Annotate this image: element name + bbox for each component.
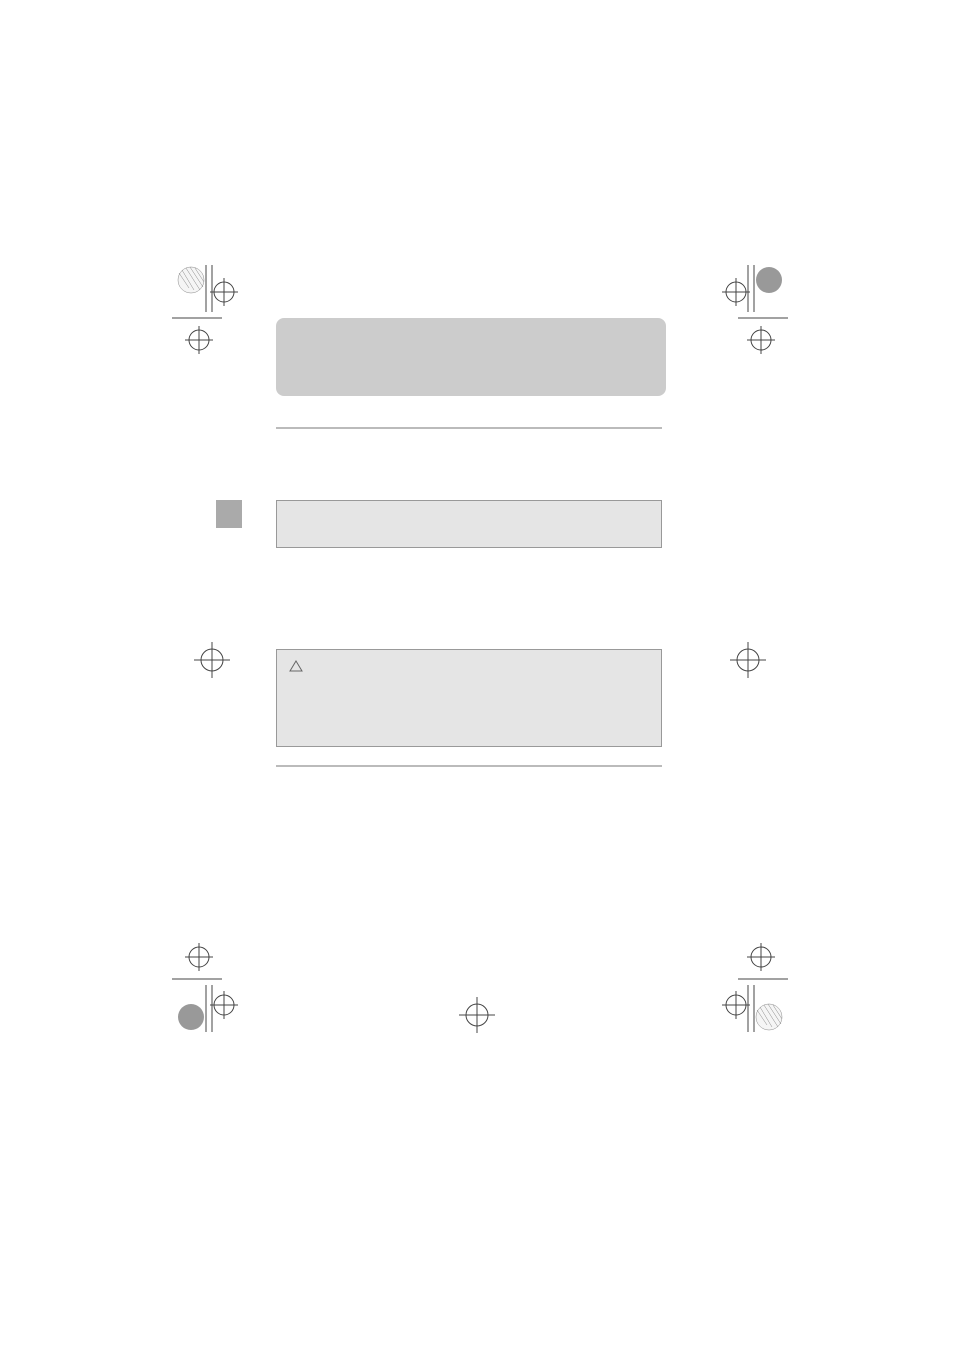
- registration-mark-bottom-left: [172, 937, 262, 1042]
- header-block: [276, 318, 666, 396]
- registration-mark-top-right: [698, 260, 788, 365]
- horizontal-rule: [276, 427, 662, 429]
- registration-mark-bottom-right: [698, 937, 788, 1042]
- warning-triangle-icon: [289, 660, 303, 672]
- crosshair-icon: [182, 630, 242, 690]
- crop-mark-icon: [698, 937, 788, 1037]
- crop-mark-icon: [698, 260, 788, 360]
- crosshair-icon: [447, 977, 507, 1037]
- registration-mark-top-left: [172, 260, 262, 365]
- registration-mark-mid-left: [182, 630, 242, 695]
- crop-mark-icon: [172, 937, 262, 1037]
- horizontal-rule: [276, 765, 662, 767]
- crosshair-icon: [718, 630, 778, 690]
- page-content: [172, 260, 788, 1042]
- margin-tab: [216, 500, 242, 528]
- content-box-1: [276, 500, 662, 548]
- crop-mark-icon: [172, 260, 262, 360]
- content-box-2: [276, 649, 662, 747]
- registration-mark-bottom-center: [447, 977, 507, 1042]
- registration-mark-mid-right: [718, 630, 778, 695]
